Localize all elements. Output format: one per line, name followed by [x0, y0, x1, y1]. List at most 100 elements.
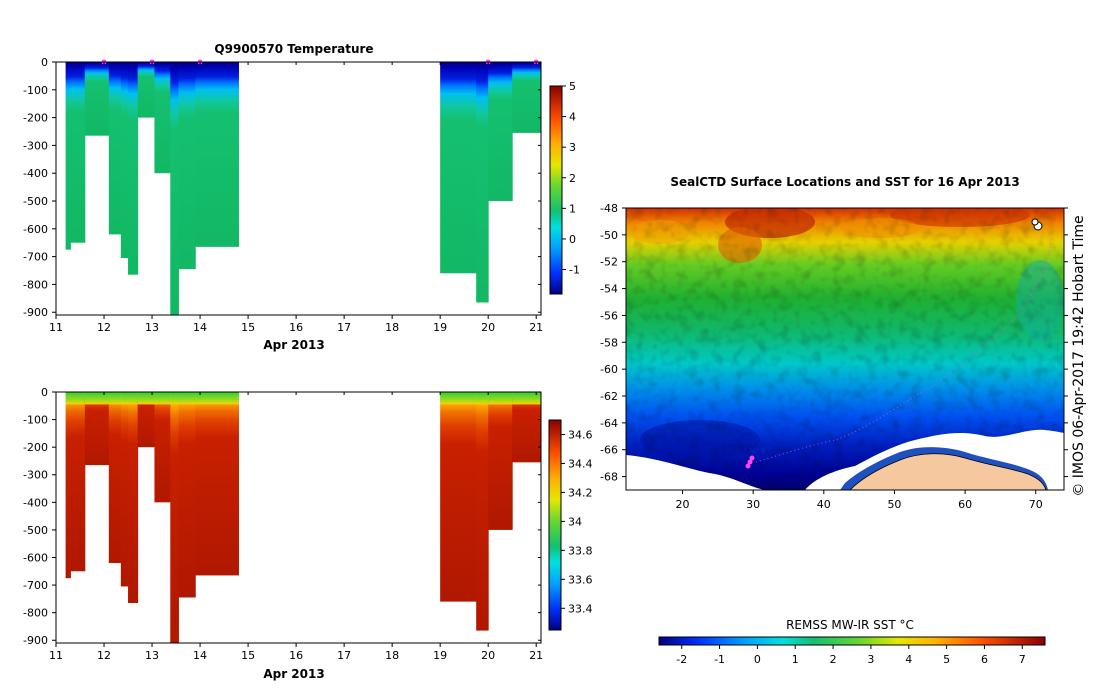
latitude-label: -58	[600, 336, 618, 349]
sst-colorbar	[658, 636, 1046, 646]
longitude-label: 30	[746, 498, 760, 511]
profile-11	[440, 392, 477, 602]
profile-surface-0	[65, 392, 71, 405]
colorbar-tick-label: 0	[569, 233, 576, 246]
profile-7	[154, 392, 171, 503]
sst-colorbar-tick-label: 0	[754, 653, 761, 666]
x-tick-label: 15	[241, 321, 255, 334]
profile-7	[154, 62, 171, 174]
y-tick-label: -600	[23, 223, 48, 236]
x-tick-label: 17	[337, 321, 351, 334]
x-tick-label: 12	[97, 649, 111, 662]
y-tick-label: -500	[23, 195, 48, 208]
longitude-label: 60	[958, 498, 972, 511]
profile-3	[108, 62, 122, 235]
sst-colorbar-tick-label: 4	[905, 653, 912, 666]
x-tick-label: 16	[289, 649, 303, 662]
temperature-title: Q9900570 Temperature	[214, 42, 373, 56]
map-latitude-ticks: -48 -50 -52 -54 -56 -58 -60 -62 -64 -66 -68	[600, 202, 1068, 484]
x-tick-label: 11	[49, 649, 63, 662]
profile-2	[84, 62, 110, 136]
latitude-label: -66	[600, 444, 618, 457]
seal-surface-locations	[745, 218, 1043, 469]
profile-12	[476, 62, 489, 303]
profile-13	[488, 62, 513, 202]
salinity-colorbar	[548, 419, 562, 631]
latitude-label: -68	[600, 471, 618, 484]
latitude-label: -54	[600, 283, 618, 296]
y-tick-label: -600	[23, 551, 48, 564]
profile-surface-3	[108, 392, 122, 405]
colorbar-tick-label: 3	[569, 141, 576, 154]
profile-surface-9	[178, 392, 196, 405]
profile-surface-7	[154, 392, 171, 405]
x-tick-label: 14	[193, 649, 207, 662]
map-longitude-ticks: 20 30 40 50 60 70	[676, 490, 1043, 511]
colorbar-tick-label: 5	[569, 80, 576, 93]
temperature-colorbar	[549, 85, 563, 295]
profile-1	[70, 392, 86, 572]
credit-text: © IMOS 06-Apr-2017 19:42 Hobart Time	[1071, 215, 1087, 496]
latitude-label: -48	[600, 202, 618, 215]
profile-9	[178, 62, 196, 270]
y-tick-label: -400	[23, 167, 48, 180]
profile-surface-1	[70, 392, 86, 405]
y-tick-label: -900	[23, 306, 48, 319]
sst-colorbar-tick-label: 2	[830, 653, 837, 666]
x-tick-label: 17	[337, 649, 351, 662]
colorbar-tick-label: 1	[569, 202, 576, 215]
profile-10	[195, 62, 239, 247]
x-tick-label: 21	[529, 649, 543, 662]
x-tick-label: 13	[145, 649, 159, 662]
x-tick-label: 19	[433, 321, 447, 334]
colorbar-tick-label: 34	[568, 515, 582, 528]
profile-surface-13	[488, 392, 513, 405]
temperature-y-ticks: 0 -100 -200 -300 -400 -500 -600 -700 -800 -900	[23, 56, 541, 319]
y-tick-label: -300	[23, 469, 48, 482]
temperature-frame	[55, 61, 542, 316]
profile-4	[120, 62, 129, 259]
temperature-panel: Q9900570 Temperature 11 12 13 14 15 16 17 18 19 2…	[23, 42, 580, 352]
profile-0	[65, 392, 71, 579]
temperature-x-label: Apr 2013	[263, 338, 324, 352]
profile-5	[128, 62, 139, 275]
profile-10	[195, 392, 239, 576]
sst-colorbar-tick-label: 7	[1019, 653, 1026, 666]
profile-surface-12	[476, 392, 489, 405]
salinity-x-label: Apr 2013	[263, 667, 324, 681]
longitude-label: 40	[817, 498, 831, 511]
profile-12	[476, 392, 489, 631]
latitude-label: -50	[600, 229, 618, 242]
salinity-panel: 11 12 13 14 15 16 17 18 19 20 21 0 -100 -200 -300 -400…	[23, 386, 592, 681]
profile-surface-14	[512, 392, 542, 405]
colorbar-tick-label: 2	[569, 172, 576, 185]
longitude-label: 50	[887, 498, 901, 511]
antarctica-land	[849, 453, 1047, 490]
y-tick-label: -800	[23, 278, 48, 291]
x-tick-label: 16	[289, 321, 303, 334]
salinity-colorbar-ticks: 33.4 33.6 33.8 34 34.2 34.4 34.6	[561, 428, 593, 615]
salinity-x-ticks: 11 12 13 14 15 16 17 18 19 20 21	[49, 392, 543, 662]
profile-surface-10	[195, 392, 239, 405]
temperature-profiles	[65, 62, 542, 315]
y-tick-label: -400	[23, 496, 48, 509]
x-tick-label: 14	[193, 321, 207, 334]
sst-colorbar-label: REMSS MW-IR SST °C	[786, 618, 914, 632]
longitude-label: 20	[676, 498, 690, 511]
salinity-frame	[55, 391, 542, 644]
y-tick-label: 0	[41, 56, 48, 69]
sst-colorbar-tick-label: -2	[676, 653, 687, 666]
temperature-x-ticks: 11 12 13 14 15 16 17 18 19 20 21	[49, 62, 543, 334]
profile-11	[440, 62, 477, 274]
profile-0	[65, 62, 71, 250]
latitude-label: -64	[600, 417, 618, 430]
latitude-label: -56	[600, 309, 618, 322]
y-tick-label: -200	[23, 441, 48, 454]
x-tick-label: 19	[433, 649, 447, 662]
profile-6	[137, 392, 155, 448]
y-tick-label: -200	[23, 112, 48, 125]
latitude-label: -60	[600, 363, 618, 376]
profile-surface-4	[120, 392, 129, 405]
profile-5	[128, 392, 139, 604]
